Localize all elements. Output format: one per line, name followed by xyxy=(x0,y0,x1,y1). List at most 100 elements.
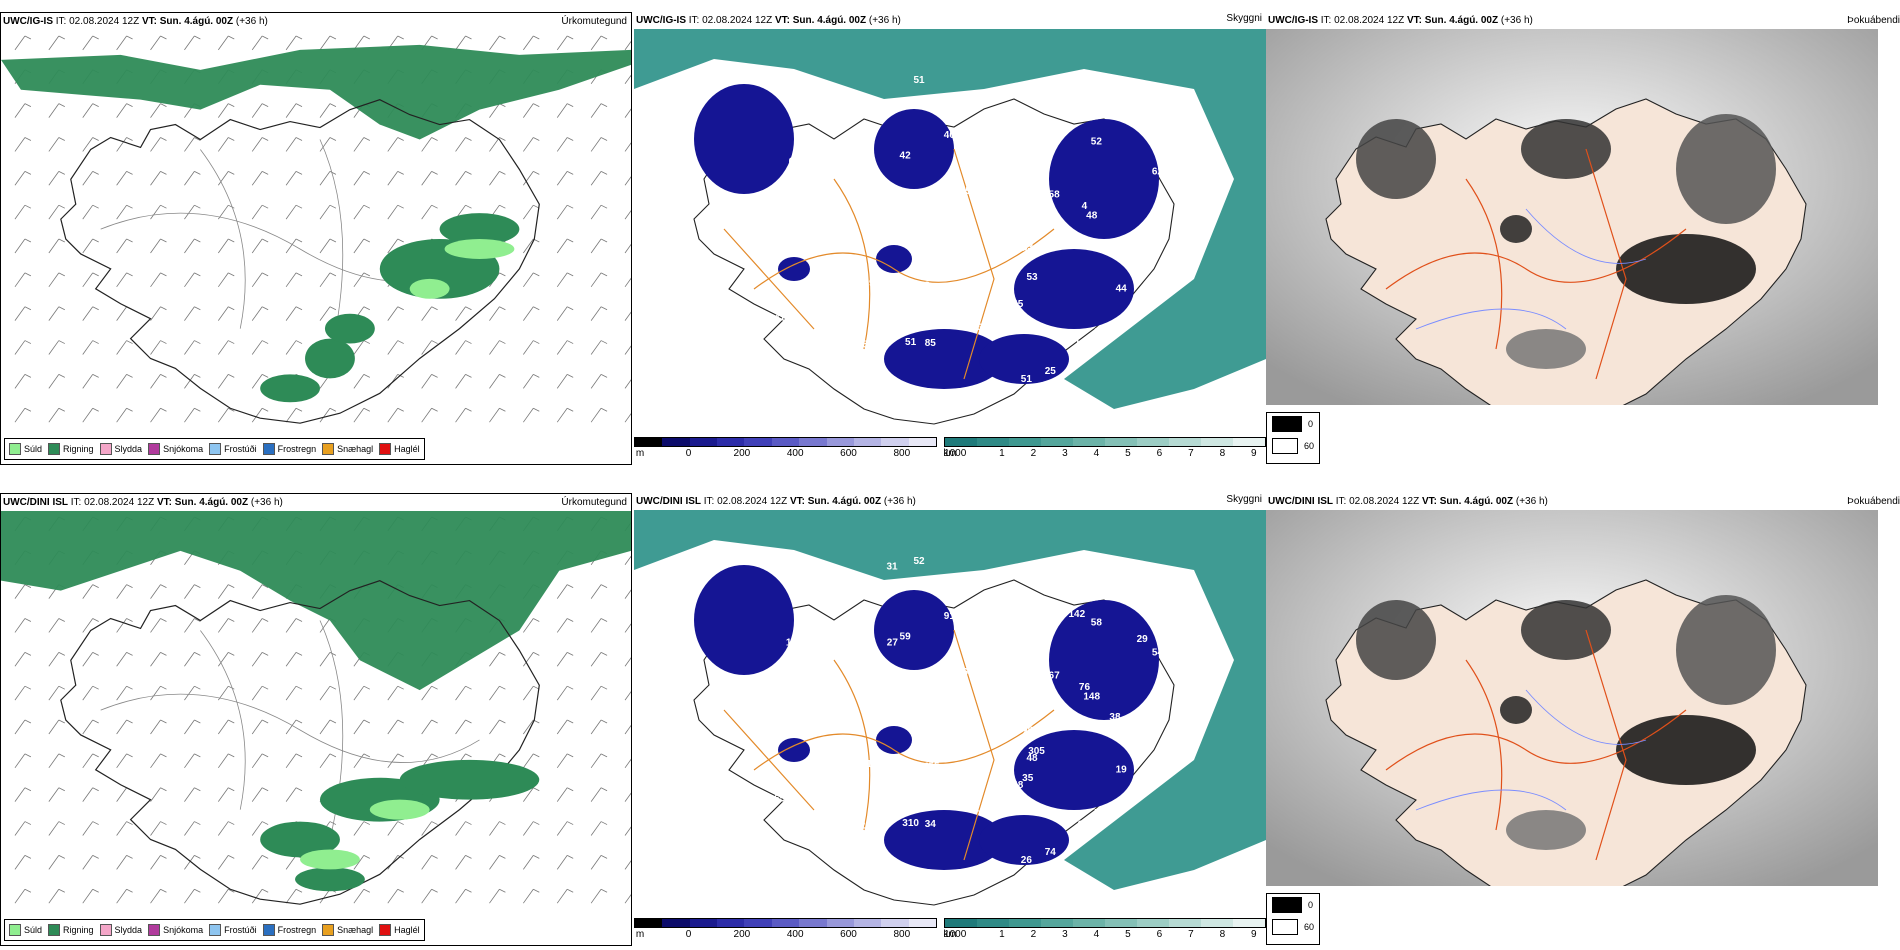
fog-panel-top: UWC/IG-IS IT: 02.08.2024 12Z VT: Sun. 4.… xyxy=(1266,12,1900,465)
wind-barb xyxy=(285,888,303,904)
low-cloud-cell xyxy=(694,84,794,194)
ceiling-label: 48 xyxy=(1012,780,1024,791)
wind-barb xyxy=(285,340,303,355)
wind-barb xyxy=(523,272,540,288)
wind-barb xyxy=(590,306,608,321)
wind-barb xyxy=(184,855,201,870)
wind-barb xyxy=(489,407,506,423)
ceiling-label: 130 xyxy=(717,755,734,766)
wind-barb xyxy=(624,657,631,667)
fog-cell xyxy=(1506,810,1586,850)
ceiling-label: 34 xyxy=(1196,213,1208,224)
colorbar-unit: m xyxy=(635,929,645,940)
legend-label: Haglél xyxy=(394,444,420,454)
wind-barb xyxy=(590,35,608,51)
colorbar-swatch xyxy=(662,919,690,927)
wind-barb xyxy=(184,238,201,254)
wind-barb xyxy=(421,170,438,186)
legend-item: Súld xyxy=(9,443,42,455)
wind-barb xyxy=(217,719,235,735)
fog-map-svg xyxy=(1266,29,1878,405)
colorbar-tick: 1000 xyxy=(944,448,967,459)
wind-barb xyxy=(455,306,472,321)
legend-label: Slydda xyxy=(114,444,143,454)
wind-barb xyxy=(285,137,303,152)
colorbar-swatch xyxy=(1169,919,1201,927)
wind-barb xyxy=(48,170,65,186)
legend-item: Haglél xyxy=(379,443,420,455)
wind-barb xyxy=(184,719,201,735)
wind-barb xyxy=(217,407,235,423)
wind-barb xyxy=(217,238,235,254)
wind-barb xyxy=(319,719,337,735)
ceiling-label: 49 xyxy=(779,693,791,704)
colorbar-tick: 8 xyxy=(1219,448,1226,459)
wind-barb xyxy=(48,888,65,904)
rain-cell xyxy=(439,213,520,246)
colorbar-swatch xyxy=(881,438,909,446)
wind-barb xyxy=(590,584,608,599)
wind-barb xyxy=(489,855,506,870)
fog-cell xyxy=(1506,329,1586,369)
wind-barb xyxy=(556,719,574,735)
wind-barb xyxy=(421,888,438,904)
panel-header: UWC/IG-IS IT: 02.08.2024 12Z VT: Sun. 4.… xyxy=(3,16,627,27)
wind-barb xyxy=(319,272,337,288)
wind-barb xyxy=(14,855,32,870)
wind-barb xyxy=(421,374,438,389)
wind-barb xyxy=(14,35,32,51)
wind-barb xyxy=(319,685,337,701)
wind-barb xyxy=(455,340,472,355)
wind-barb xyxy=(387,821,404,836)
wind-barb xyxy=(285,272,303,288)
precip-panel-bottom: UWC/DINI ISL IT: 02.08.2024 12Z VT: Sun.… xyxy=(0,493,632,946)
ceiling-label: 42 xyxy=(838,271,850,282)
wind-barb xyxy=(217,888,235,904)
wind-barb xyxy=(184,340,201,355)
ceiling-label: 35 xyxy=(1024,606,1036,617)
wind-barb xyxy=(217,787,235,802)
legend-swatch xyxy=(48,924,61,936)
legend-item: Snjókoma xyxy=(148,924,203,936)
panel-header: UWC/IG-IS IT: 02.08.2024 12Z VT: Sun. 4.… xyxy=(1268,15,1900,26)
wind-barb xyxy=(184,618,201,633)
wind-barb xyxy=(590,170,608,186)
wind-barb xyxy=(48,374,65,389)
fog-legend-swatch xyxy=(1272,897,1302,913)
wind-barb xyxy=(82,787,99,802)
ceiling-label: 56 xyxy=(962,610,974,621)
low-cloud-cell xyxy=(979,815,1069,865)
ceiling-label: 91 xyxy=(944,611,956,622)
colorbar-tick: 200 xyxy=(733,448,751,459)
ceiling-label: 38 xyxy=(1111,724,1123,735)
wind-barb xyxy=(523,35,540,51)
wind-barb xyxy=(421,855,438,870)
wind-barb xyxy=(116,753,133,769)
wind-barb xyxy=(217,618,235,633)
wind-barb xyxy=(251,888,269,904)
legend-swatch xyxy=(322,443,335,455)
wind-barb xyxy=(184,204,201,220)
fog-cell xyxy=(1676,595,1776,705)
legend-item: Súld xyxy=(9,924,42,936)
wind-barb xyxy=(217,103,235,118)
wind-barb xyxy=(455,35,472,51)
ceiling-label: 63 xyxy=(954,668,966,679)
wind-barb xyxy=(353,272,371,288)
visibility-colorbar: km12345678910 xyxy=(943,437,1266,459)
wind-barb xyxy=(251,651,269,667)
ceiling-label: 58 xyxy=(1049,190,1061,201)
colorbar-swatch xyxy=(771,919,800,927)
wind-barb xyxy=(251,821,269,836)
wind-barb xyxy=(150,651,167,667)
ceiling-label: 32 xyxy=(1022,248,1034,259)
wind-barb xyxy=(455,137,472,152)
ceiling-label: 19 xyxy=(1116,765,1128,776)
fog-cell xyxy=(1616,715,1756,785)
wind-barb xyxy=(116,137,133,152)
colorbar-swatch xyxy=(744,919,772,927)
panel-title: Skyggni xyxy=(1226,494,1262,505)
colorbar-swatch xyxy=(635,919,663,927)
wind-barb xyxy=(285,685,303,701)
ceiling-label: 44 xyxy=(870,203,882,214)
